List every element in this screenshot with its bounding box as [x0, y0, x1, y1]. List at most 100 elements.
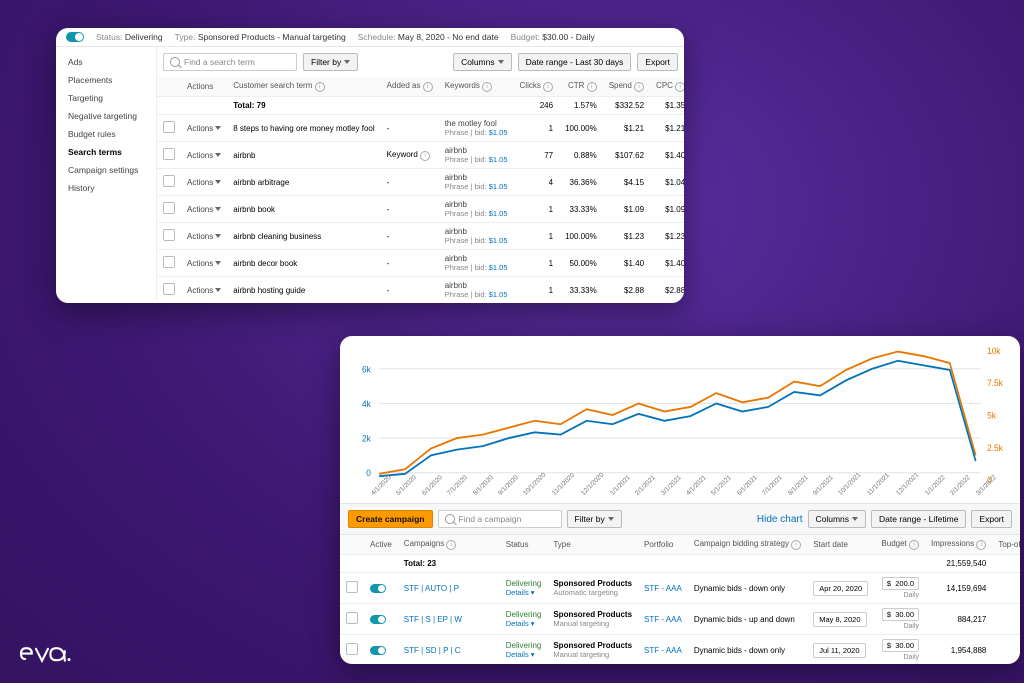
- row-actions[interactable]: Actions: [187, 205, 221, 214]
- info-icon[interactable]: i: [909, 540, 919, 550]
- column-header[interactable]: Campaign bidding strategy i: [688, 535, 807, 555]
- sidebar-item[interactable]: Placements: [66, 71, 156, 89]
- active-toggle[interactable]: [370, 646, 386, 655]
- row-checkbox[interactable]: [346, 643, 358, 655]
- campaign-status-bar: Status: Delivering Type: Sponsored Produ…: [56, 28, 684, 47]
- added-as: -: [381, 115, 439, 142]
- info-icon[interactable]: i: [634, 82, 644, 92]
- budget-cell[interactable]: $ 30.00Daily: [875, 635, 925, 665]
- clicks: 1: [514, 196, 560, 223]
- sidebar-item[interactable]: Negative targeting: [66, 107, 156, 125]
- row-checkbox[interactable]: [163, 283, 175, 295]
- sidebar: AdsPlacementsTargetingNegative targeting…: [56, 47, 157, 300]
- row-checkbox[interactable]: [163, 229, 175, 241]
- portfolio-link[interactable]: STF - AAA: [638, 604, 688, 635]
- cpc: $1.21: [650, 115, 684, 142]
- sidebar-item[interactable]: Search terms: [66, 143, 156, 161]
- info-icon[interactable]: i: [482, 82, 492, 92]
- column-header[interactable]: CTR i: [559, 77, 603, 97]
- info-icon[interactable]: i: [420, 151, 430, 161]
- info-icon[interactable]: i: [423, 82, 433, 92]
- table-row: Actions airbnb hosting guide - airbnbPhr…: [157, 277, 684, 301]
- row-checkbox[interactable]: [163, 256, 175, 268]
- ctr: 100.00%: [559, 115, 603, 142]
- campaign-name[interactable]: STF | AUTO | P: [398, 573, 500, 604]
- search-input[interactable]: Find a search term: [163, 53, 297, 71]
- campaign-name[interactable]: STF | S | EP | W: [398, 604, 500, 635]
- sidebar-item[interactable]: Ads: [66, 53, 156, 71]
- table-row: Actions airbnb book - airbnbPhrase | bid…: [157, 196, 684, 223]
- clicks: 1: [514, 250, 560, 277]
- column-header[interactable]: CPC i: [650, 77, 684, 97]
- column-header[interactable]: Portfolio: [638, 535, 688, 555]
- row-actions[interactable]: Actions: [187, 259, 221, 268]
- status-label: Status:: [96, 32, 122, 42]
- column-header[interactable]: Budget i: [875, 535, 925, 555]
- campaign-search-input[interactable]: Find a campaign: [438, 510, 562, 528]
- info-icon[interactable]: i: [791, 540, 801, 550]
- row-actions[interactable]: Actions: [187, 286, 221, 295]
- export-button[interactable]: Export: [971, 510, 1012, 528]
- row-checkbox[interactable]: [346, 612, 358, 624]
- column-header[interactable]: Actions: [181, 77, 227, 97]
- info-icon[interactable]: i: [315, 82, 325, 92]
- filter-button[interactable]: Filter by: [567, 510, 622, 528]
- column-header[interactable]: Spend i: [603, 77, 650, 97]
- column-header[interactable]: Active: [364, 535, 398, 555]
- row-actions[interactable]: Actions: [187, 151, 221, 160]
- spend: $1.09: [603, 196, 650, 223]
- column-header[interactable]: [340, 535, 364, 555]
- column-header[interactable]: Status: [500, 535, 548, 555]
- active-toggle[interactable]: [370, 615, 386, 624]
- hide-chart-link[interactable]: Hide chart: [757, 514, 803, 525]
- campaign-toggle[interactable]: [66, 32, 84, 42]
- budget-cell[interactable]: $ 30.00Daily: [875, 604, 925, 635]
- chevron-down-icon: [215, 234, 221, 238]
- active-toggle[interactable]: [370, 584, 386, 593]
- sidebar-item[interactable]: Campaign settings: [66, 161, 156, 179]
- filter-label: Filter by: [311, 57, 341, 67]
- info-icon[interactable]: i: [446, 540, 456, 550]
- start-date: Apr 20, 2020: [807, 573, 875, 604]
- portfolio-link[interactable]: STF - AAA: [638, 573, 688, 604]
- info-icon[interactable]: i: [587, 82, 597, 92]
- column-header[interactable]: Type: [547, 535, 638, 555]
- create-campaign-button[interactable]: Create campaign: [348, 510, 433, 528]
- added-as: -: [381, 169, 439, 196]
- column-header[interactable]: Impressions i: [925, 535, 992, 555]
- export-button[interactable]: Export: [637, 53, 678, 71]
- portfolio-link[interactable]: STF - AAA: [638, 635, 688, 665]
- columns-button[interactable]: Columns: [453, 53, 512, 71]
- info-icon[interactable]: i: [976, 540, 986, 550]
- column-header[interactable]: [157, 77, 181, 97]
- column-header[interactable]: Start date: [807, 535, 875, 555]
- info-icon[interactable]: i: [675, 82, 684, 92]
- column-header[interactable]: Keywords i: [439, 77, 514, 97]
- date-range-button[interactable]: Date range - Lifetime: [871, 510, 966, 528]
- campaign-name[interactable]: STF | SD | P | C: [398, 635, 500, 665]
- column-header[interactable]: Clicks i: [514, 77, 560, 97]
- column-header[interactable]: Added as i: [381, 77, 439, 97]
- column-header[interactable]: Campaigns i: [398, 535, 500, 555]
- sidebar-item[interactable]: History: [66, 179, 156, 197]
- row-actions[interactable]: Actions: [187, 178, 221, 187]
- row-checkbox[interactable]: [163, 202, 175, 214]
- column-header[interactable]: Top-of: [992, 535, 1020, 555]
- sidebar-item[interactable]: Targeting: [66, 89, 156, 107]
- row-actions[interactable]: Actions: [187, 232, 221, 241]
- chevron-down-icon: [852, 517, 858, 521]
- info-icon[interactable]: i: [543, 82, 553, 92]
- sidebar-item[interactable]: Budget rules: [66, 125, 156, 143]
- table-row: STF | S | EP | W DeliveringDetails ▾ Spo…: [340, 604, 1020, 635]
- row-checkbox[interactable]: [346, 581, 358, 593]
- row-actions[interactable]: Actions: [187, 124, 221, 133]
- row-checkbox[interactable]: [163, 175, 175, 187]
- row-checkbox[interactable]: [163, 121, 175, 133]
- date-range-button[interactable]: Date range - Last 30 days: [518, 53, 632, 71]
- columns-button[interactable]: Columns: [808, 510, 867, 528]
- row-checkbox[interactable]: [163, 148, 175, 160]
- filter-label: Filter by: [575, 514, 605, 524]
- filter-button[interactable]: Filter by: [303, 53, 358, 71]
- budget-cell[interactable]: $ 200.0Daily: [875, 573, 925, 604]
- column-header[interactable]: Customer search term i: [227, 77, 380, 97]
